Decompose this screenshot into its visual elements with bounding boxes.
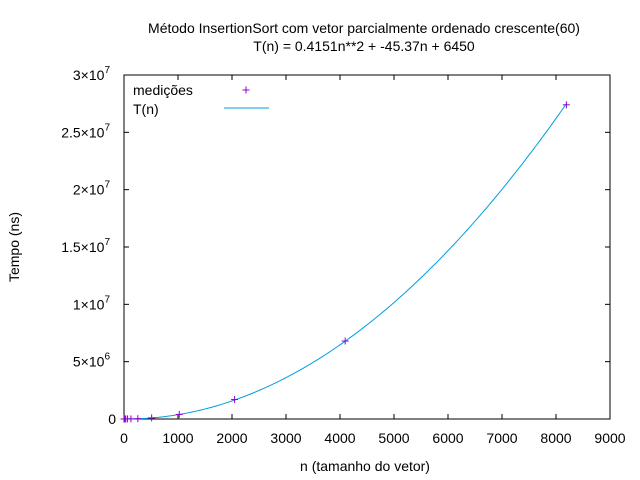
x-tick-label: 7000 (486, 430, 517, 446)
x-tick-label: 4000 (324, 430, 355, 446)
chart-title: Método InsertionSort com vetor parcialme… (148, 20, 580, 36)
x-tick-label: 1000 (162, 430, 193, 446)
x-tick-label: 9000 (594, 430, 625, 446)
x-tick-label: 8000 (540, 430, 571, 446)
legend: medições T(n) (133, 82, 269, 117)
y-tick-label: 3×107 (73, 65, 111, 83)
y-axis-label: Tempo (ns) (6, 212, 22, 282)
data-point (127, 415, 135, 423)
legend-label-tn: T(n) (133, 101, 159, 117)
legend-label-medicoes: medições (133, 82, 193, 98)
measurement-points (120, 101, 570, 423)
x-axis-label: n (tamanho do vetor) (300, 458, 430, 474)
legend-marker-point (242, 86, 250, 94)
y-tick-label: 2×107 (73, 180, 111, 198)
x-axis: 0 1000 2000 3000 4000 5000 6000 7000 8000 9000 (120, 75, 626, 446)
data-point (175, 410, 183, 418)
y-tick-label: 1×107 (73, 294, 111, 312)
data-point (562, 101, 570, 109)
data-point (134, 415, 142, 423)
chart-subtitle: T(n) = 0.4151n**2 + -45.37n + 6450 (253, 38, 475, 54)
x-tick-label: 2000 (216, 430, 247, 446)
legend-marker-medicoes (242, 86, 250, 94)
y-tick-label: 5×106 (73, 352, 111, 370)
x-tick-label: 3000 (270, 430, 301, 446)
y-tick-label: 0 (108, 411, 116, 427)
data-point (231, 396, 239, 404)
fit-curve-series (123, 103, 567, 420)
x-tick-label: 6000 (432, 430, 463, 446)
plot-frame (123, 74, 611, 420)
y-tick-label: 1.5×107 (61, 237, 110, 255)
y-tick-label: 2.5×107 (61, 122, 110, 140)
data-point (148, 414, 156, 422)
x-tick-label: 0 (120, 430, 128, 446)
x-tick-label: 5000 (378, 430, 409, 446)
data-point (341, 337, 349, 345)
y-axis: 0 5×106 1×107 1.5×107 2×107 2.5×107 3×107 (61, 65, 610, 427)
